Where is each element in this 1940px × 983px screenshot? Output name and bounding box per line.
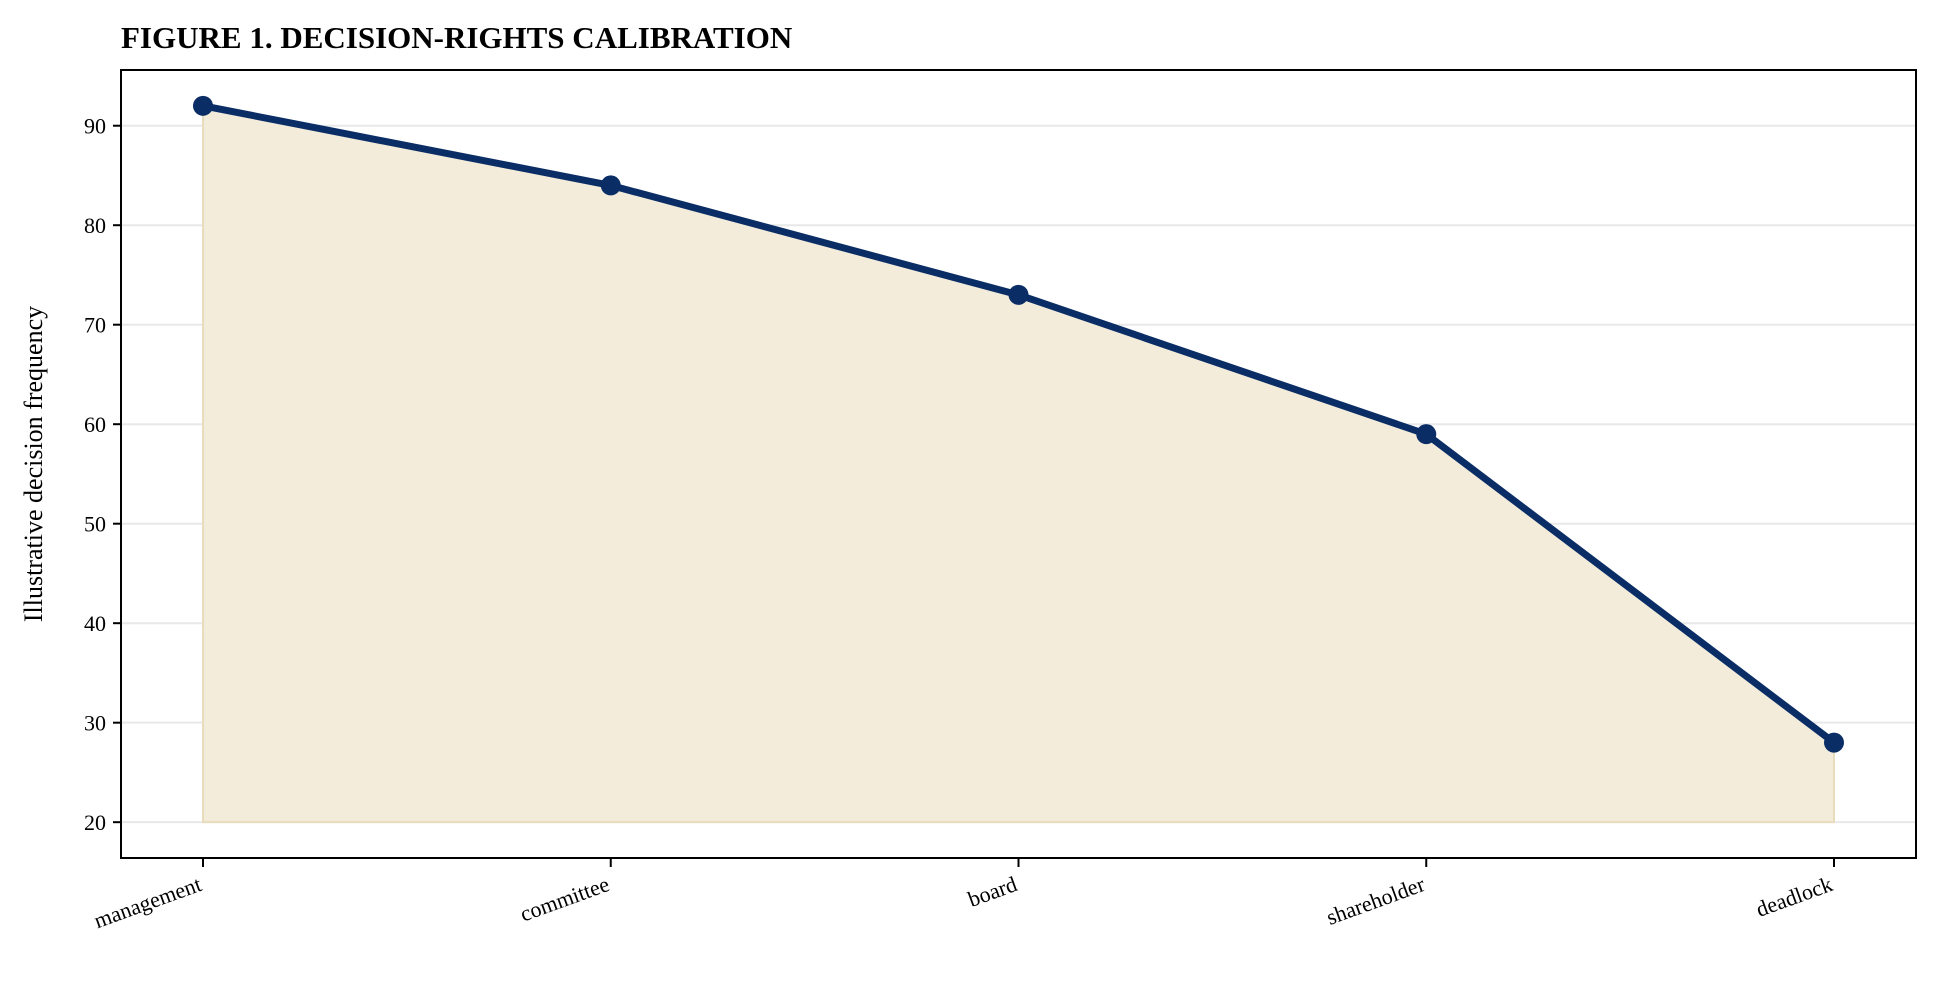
x-axis: management committee board shareholder deadl… (91, 858, 1836, 933)
data-point (1008, 284, 1029, 305)
x-tick-label: management (91, 871, 205, 933)
y-tick-label: 60 (84, 412, 106, 437)
area-fill-layer (202, 104, 1835, 824)
data-points-layer (193, 95, 1844, 753)
y-tick-label: 70 (84, 313, 106, 338)
data-point (193, 95, 213, 116)
x-tick-label: deadlock (1753, 871, 1836, 922)
y-tick-label: 90 (84, 114, 106, 139)
y-axis-label: Illustrative decision frequency (19, 306, 48, 622)
area-fill (202, 104, 1835, 824)
x-tick-label: committee (517, 871, 613, 926)
data-point (1416, 424, 1437, 445)
y-tick-label: 30 (84, 711, 106, 736)
y-tick-label: 20 (84, 810, 106, 835)
chart-title: FIGURE 1. DECISION-RIGHTS CALIBRATION (121, 20, 792, 55)
y-axis: 20 30 40 50 60 70 80 90 (84, 114, 121, 835)
y-tick-label: 40 (84, 611, 106, 636)
y-tick-label: 50 (84, 512, 106, 537)
data-point (600, 175, 621, 196)
x-tick-label: shareholder (1323, 871, 1429, 930)
x-tick-label: board (965, 871, 1021, 912)
y-tick-label: 80 (84, 213, 106, 238)
data-point (1824, 732, 1844, 753)
